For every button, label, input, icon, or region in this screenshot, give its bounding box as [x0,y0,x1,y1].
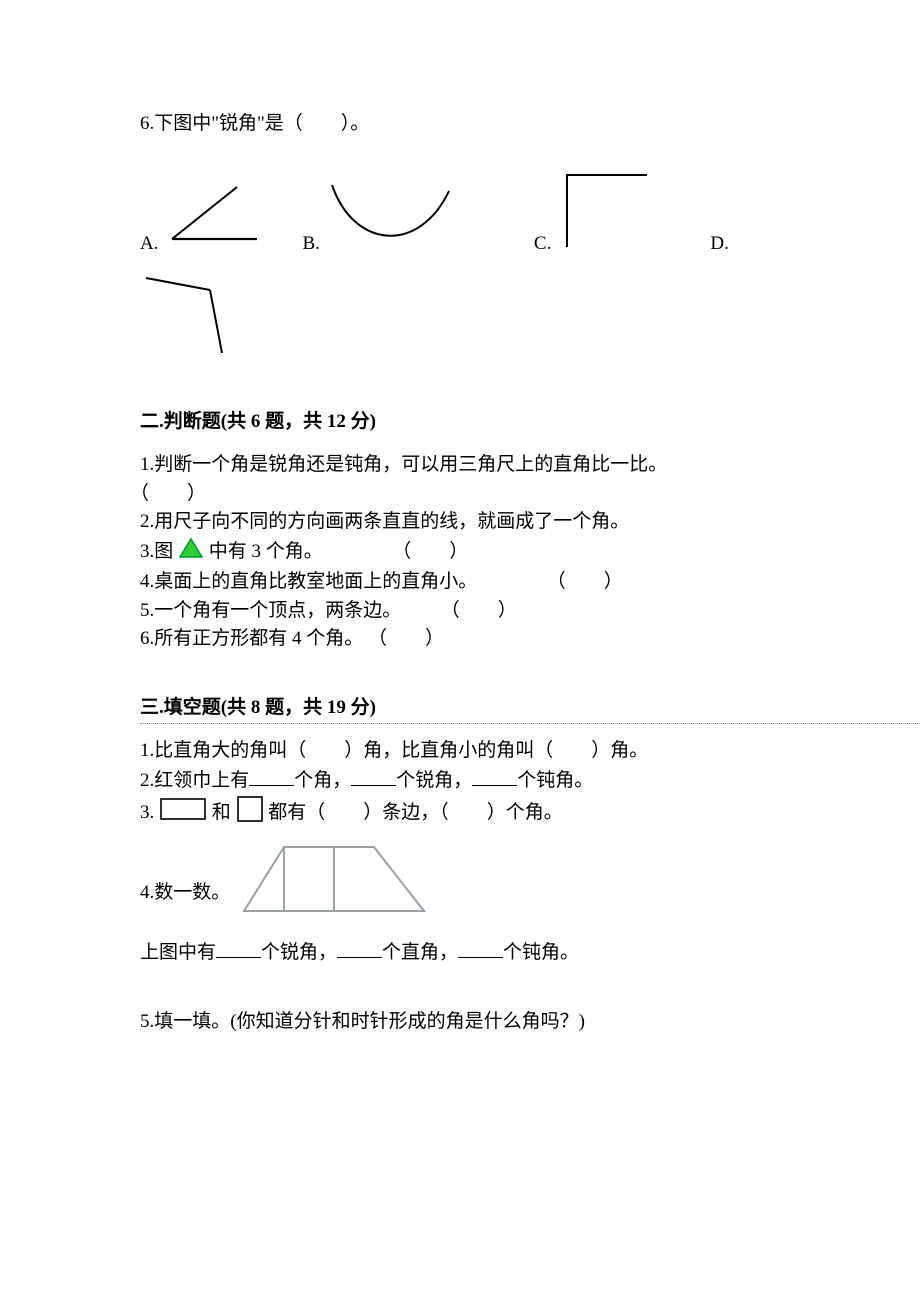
q6-option-d-shape [140,268,250,368]
fill-q3: 3. 和 都有（ ）条边，（ ）个角。 [140,795,920,833]
right-angle-icon [555,169,650,259]
acute-angle-icon [162,179,262,259]
judge-q3-text-after: 中有 3 个角。 [209,541,323,562]
judge-q4-text: 4.桌面上的直角比教室地面上的直角小。 [140,571,477,592]
judge-q1-text: 1.判断一个角是锐角还是钝角，可以用三角尺上的直角比一比。 [140,451,920,480]
judge-q6-paren: （ ） [368,628,444,649]
q6-label-b: B. [302,230,319,259]
q6-option-c: C. [534,169,650,259]
section3-title: 三.填空题(共 8 题，共 19 分) [140,694,920,723]
judge-q6: 6.所有正方形都有 4 个角。 （ ） [140,625,920,654]
judge-q2-text: 2.用尺子向不同的方向画两条直直的线，就画成了一个角。 [140,508,920,537]
fill-q3-mid: 和 [212,802,231,823]
blank[interactable] [216,938,261,958]
fill-q2: 2.红领巾上有 个角， 个锐角， 个钝角。 [140,766,920,796]
fill-q4-label: 4.数一数。 [140,839,230,908]
blank[interactable] [351,766,396,786]
judge-q1-paren: （ ） [130,480,920,509]
judge-q3: 3.图 中有 3 个角。 （ ） [140,537,920,569]
fill-q4-mid1: 个锐角， [261,942,337,963]
q6-option-b: B. [302,179,453,259]
curve-icon [324,179,454,259]
fill-q4: 4.数一数。 [140,839,920,929]
judge-q3-text-before: 3.图 [140,541,178,562]
fill-q3-pre: 3. [140,802,154,823]
obtuse-angle-icon [140,268,250,368]
judge-q4: 4.桌面上的直角比教室地面上的直角小。 （ ） [140,568,920,597]
q6-label-d: D. [710,230,728,259]
fill-q5: 5.填一填。(你知道分针和时针形成的角是什么角吗？) [140,1008,920,1037]
fill-q4-mid2: 个直角， [382,942,458,963]
fill-q2-mid1: 个角， [294,770,351,791]
fill-q1: 1.比直角大的角叫（ ）角，比直角小的角叫（ ）角。 [140,737,920,766]
blank[interactable] [458,938,503,958]
fill-q2-mid2: 个锐角， [396,770,472,791]
judge-q5: 5.一个角有一个顶点，两条边。 （ ） [140,597,920,626]
section2-title: 二.判断题(共 6 题，共 12 分) [140,408,920,437]
rectangle-icon [159,806,212,827]
q6-prompt: 6.下图中"锐角"是（ ）。 [140,110,920,139]
blank[interactable] [472,766,517,786]
q6-option-a: A. [140,179,262,259]
q6: 6.下图中"锐角"是（ ）。 A. B. C. [140,110,920,368]
judge-q1: 1.判断一个角是锐角还是钝角，可以用三角尺上的直角比一比。 （ ） [140,451,920,508]
fill-q4-line: 上图中有 个锐角， 个直角， 个钝角。 [140,938,920,968]
judge-q5-text: 5.一个角有一个顶点，两条边。 [140,600,401,621]
fill-q2-pre: 2.红领巾上有 [140,770,249,791]
q6-label-c: C. [534,230,551,259]
triangle-icon [178,543,209,564]
judge-q6-text: 6.所有正方形都有 4 个角。 [140,628,363,649]
q6-option-d: D. [710,230,732,259]
fill-q3-tail: 都有（ ）条边，（ ）个角。 [268,802,563,823]
fill-q4-mid3: 个钝角。 [503,942,579,963]
q6-label-a: A. [140,230,158,259]
judge-q3-paren: （ ） [392,541,468,562]
blank[interactable] [337,938,382,958]
blank[interactable] [249,766,294,786]
judge-q5-paren: （ ） [441,600,517,621]
fill-q4-pre: 上图中有 [140,942,216,963]
fill-q2-mid3: 个钝角。 [517,770,593,791]
q6-options: A. B. C. [140,169,920,368]
trapezoid-figure-icon [234,839,434,929]
square-icon [236,807,269,828]
judge-q4-paren: （ ） [547,571,623,592]
judge-q2: 2.用尺子向不同的方向画两条直直的线，就画成了一个角。 （ ） [140,508,920,537]
